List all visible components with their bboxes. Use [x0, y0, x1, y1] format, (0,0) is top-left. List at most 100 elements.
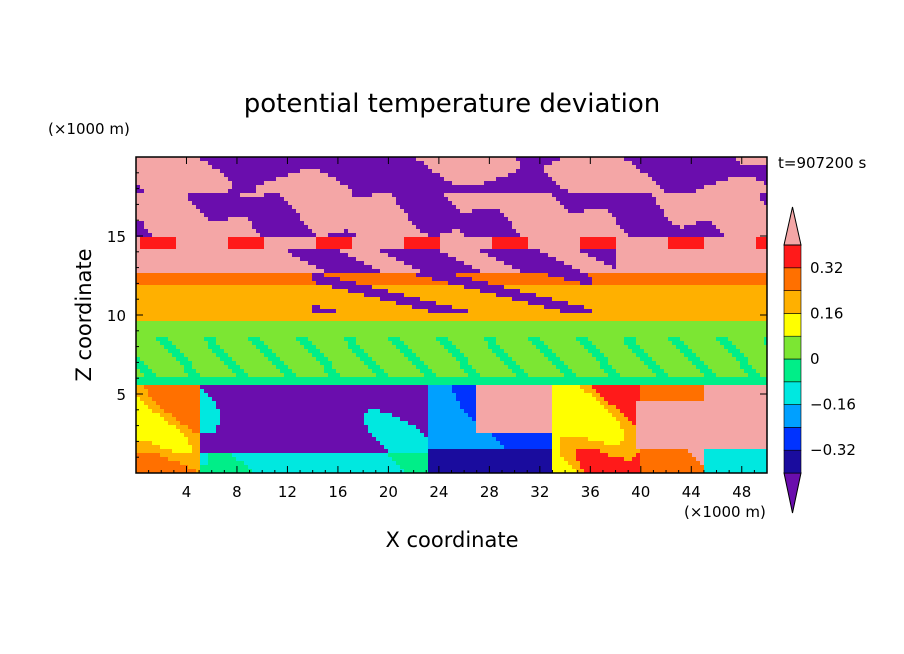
field-cell	[676, 265, 681, 270]
field-cell	[620, 177, 625, 182]
field-cell	[412, 189, 417, 194]
field-cell	[592, 225, 597, 230]
field-cell	[164, 161, 169, 166]
field-cell	[524, 213, 529, 218]
field-cell	[236, 209, 241, 214]
field-cell	[344, 181, 349, 186]
field-cell	[612, 169, 617, 174]
field-cell	[716, 213, 721, 218]
field-cell	[480, 281, 485, 286]
field-cell	[552, 181, 557, 186]
field-cell	[620, 165, 625, 170]
field-cell	[596, 197, 601, 202]
field-cell	[276, 185, 281, 190]
field-cell	[444, 209, 449, 214]
field-cell	[148, 281, 153, 286]
field-cell	[672, 229, 677, 234]
field-cell	[612, 249, 617, 254]
field-cell	[452, 157, 457, 162]
field-cell	[624, 233, 629, 238]
field-cell	[612, 181, 617, 186]
field-cell	[264, 261, 269, 266]
field-cell	[152, 265, 157, 270]
field-cell	[692, 213, 697, 218]
field-cell	[572, 193, 577, 198]
field-cell	[224, 177, 229, 182]
field-cell	[536, 241, 541, 246]
field-cell	[308, 205, 313, 210]
field-cell	[208, 181, 213, 186]
field-cell	[200, 209, 205, 214]
field-cell	[140, 181, 145, 186]
field-cell	[352, 173, 357, 178]
field-cell	[312, 233, 317, 238]
field-cell	[372, 173, 377, 178]
field-cell	[664, 233, 669, 238]
field-cell	[728, 273, 733, 278]
field-cell	[164, 261, 169, 266]
field-cell	[168, 273, 173, 278]
field-cell	[716, 201, 721, 206]
field-cell	[636, 253, 641, 258]
field-cell	[220, 241, 225, 246]
field-cell	[444, 197, 449, 202]
field-cell	[540, 205, 545, 210]
field-cell	[368, 209, 373, 214]
field-cell	[256, 241, 261, 246]
field-cell	[160, 253, 165, 258]
field-cell	[184, 173, 189, 178]
field-cell	[256, 221, 261, 226]
field-cell	[252, 205, 257, 210]
field-cell	[760, 217, 765, 222]
field-cell	[568, 217, 573, 222]
field-cell	[500, 249, 505, 254]
field-cell	[620, 229, 625, 234]
field-cell	[416, 281, 421, 286]
field-cell	[352, 221, 357, 226]
field-cell	[272, 165, 277, 170]
field-cell	[148, 261, 153, 266]
field-cell	[400, 181, 405, 186]
field-cell	[240, 221, 245, 226]
field-cell	[280, 213, 285, 218]
field-cell	[512, 177, 517, 182]
field-cell	[700, 213, 705, 218]
field-cell	[660, 173, 665, 178]
field-cell	[724, 229, 729, 234]
field-cell	[672, 185, 677, 190]
field-cell	[500, 161, 505, 166]
field-cell	[532, 257, 537, 262]
field-cell	[728, 161, 733, 166]
field-cell	[692, 221, 697, 226]
field-cell	[272, 269, 277, 274]
field-cell	[504, 233, 509, 238]
field-cell	[732, 197, 737, 202]
field-cell	[664, 189, 669, 194]
field-cell	[660, 185, 665, 190]
field-cell	[328, 161, 333, 166]
field-cell	[636, 161, 641, 166]
field-cell	[156, 217, 161, 222]
field-cell	[352, 189, 357, 194]
field-cell	[200, 165, 205, 170]
field-cell	[140, 281, 145, 286]
field-cell	[300, 161, 305, 166]
field-cell	[364, 201, 369, 206]
field-cell	[176, 201, 181, 206]
field-cell	[208, 225, 213, 230]
field-cell	[668, 225, 673, 230]
field-cell	[360, 265, 365, 270]
field-cell	[548, 277, 553, 282]
field-cell	[532, 157, 537, 162]
field-cell	[252, 269, 257, 274]
field-cell	[420, 193, 425, 198]
field-cell	[532, 225, 537, 230]
field-cell	[436, 213, 441, 218]
field-cell	[648, 165, 653, 170]
field-cell	[272, 229, 277, 234]
field-cell	[652, 273, 657, 278]
field-cell	[712, 165, 717, 170]
field-cell	[376, 225, 381, 230]
field-cell	[204, 189, 209, 194]
field-cell	[608, 269, 613, 274]
